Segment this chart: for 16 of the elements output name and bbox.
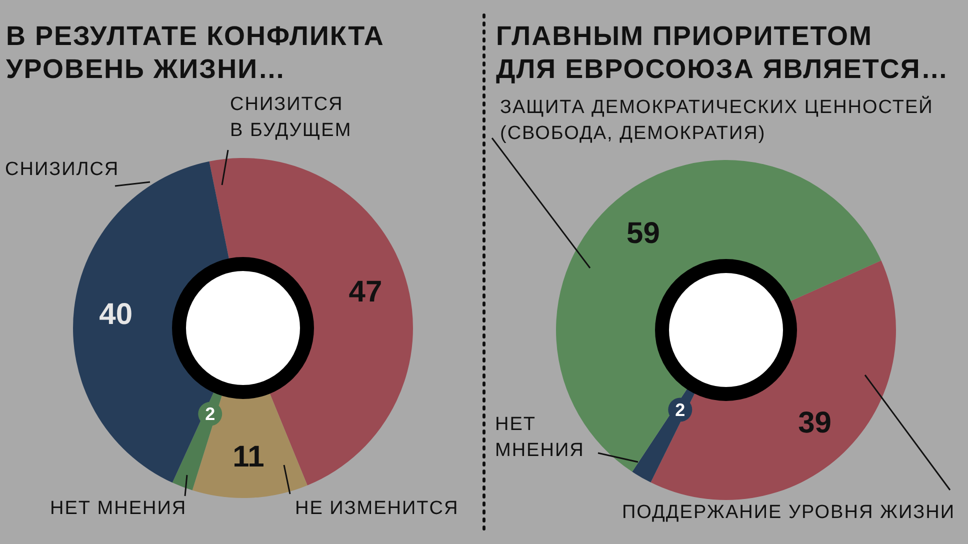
data-label: 40 [99,298,133,331]
data-label: 59 [626,216,660,250]
slice-label: ПОДДЕРЖАНИЕ УРОВНЯ ЖИЗНИ [622,502,955,523]
chart-title: ГЛАВНЫМ ПРИОРИТЕТОМ ДЛЯ ЕВРОСОЮЗА ЯВЛЯЕТСЯ… [496,21,949,84]
data-label: 2 [205,404,216,424]
slice-label: СНИЗИЛСЯ [5,159,120,180]
data-label: 2 [675,400,686,420]
data-label: 39 [798,406,832,440]
slice-label: НЕТ МНЕНИЯ [50,498,187,519]
slice-label: НЕТ МНЕНИЯ [495,414,584,461]
chart-title: В РЕЗУЛТАТЕ КОНФЛИКТА УРОВЕНЬ ЖИЗНИ… [6,21,384,84]
data-label: 47 [348,275,382,308]
slice-label: НЕ ИЗМЕНИТСЯ [295,498,459,519]
data-label: 11 [232,440,264,474]
slice-label: ЗАЩИТА ДЕМОКРАТИЧЕСКИХ ЦЕННОСТЕЙ (СВОБОДА, ДЕМОКРАТИЯ) [500,95,934,144]
slice-label: СНИЗИТСЯ В БУДУЩЕМ [230,94,352,141]
